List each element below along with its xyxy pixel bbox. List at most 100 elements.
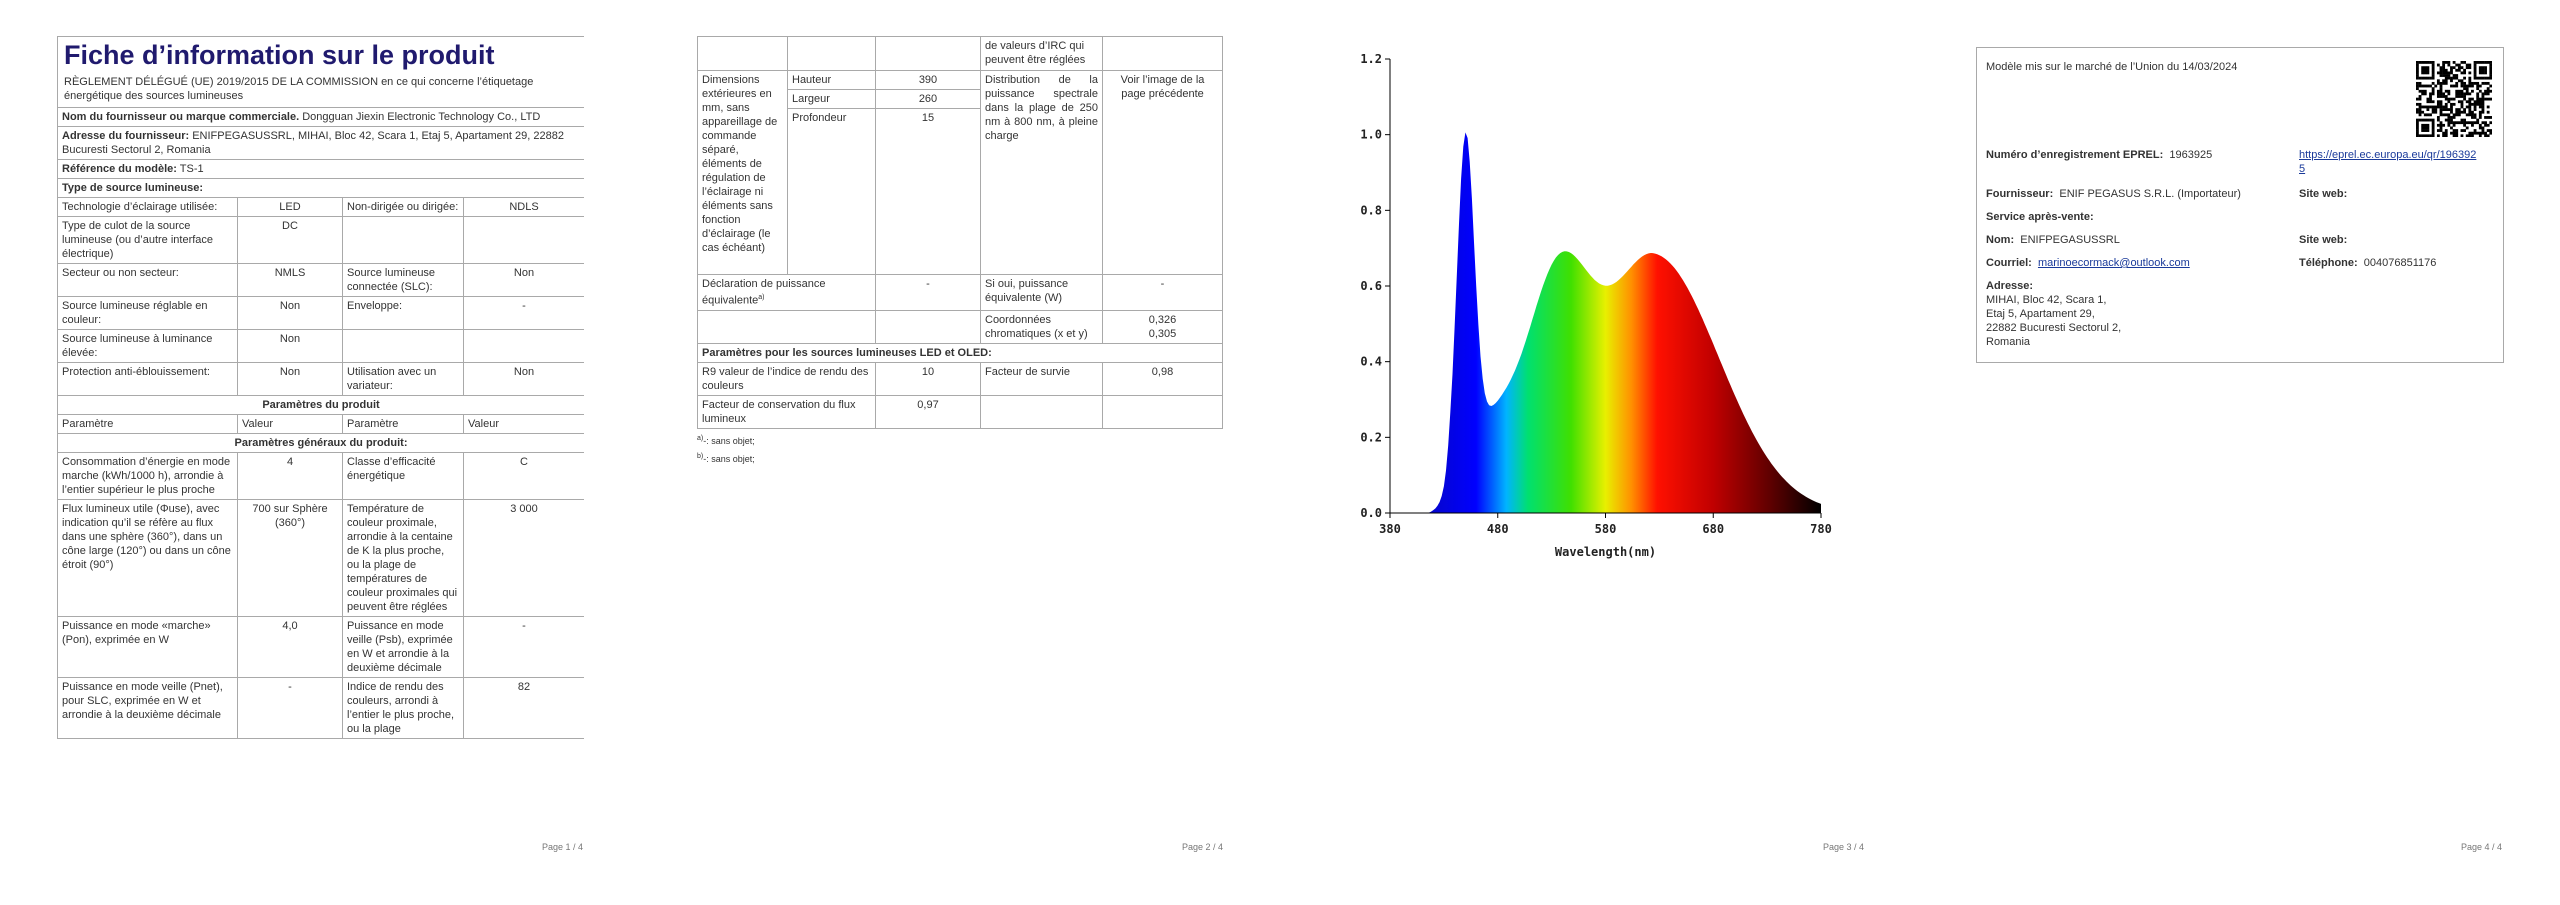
qr-module — [2418, 81, 2422, 85]
qr-module — [2473, 63, 2477, 67]
qr-module — [2444, 81, 2448, 85]
table-row: Protection anti-éblouissement: Non Utilisa… — [57, 362, 584, 396]
qr-module — [2460, 84, 2464, 88]
qr-module — [2452, 76, 2456, 80]
qr-module — [2444, 71, 2448, 75]
qr-module — [2468, 66, 2472, 70]
qr-module — [2439, 121, 2443, 125]
page-footer: Page 4 / 4 — [2460, 842, 2502, 852]
qr-module — [2465, 100, 2469, 104]
qr-module — [2489, 131, 2492, 135]
qr-module — [2426, 61, 2430, 64]
qr-module — [2486, 97, 2490, 101]
qr-module — [2416, 84, 2419, 88]
qr-module — [2444, 108, 2448, 111]
cell: - — [237, 677, 343, 739]
label: Téléphone: — [2299, 257, 2358, 269]
tr: Type de source lumineuse: — [57, 178, 584, 198]
x-tick-label: 680 — [1702, 522, 1724, 536]
qr-module — [2457, 92, 2461, 96]
y-tick-label: 0.6 — [1360, 279, 1382, 293]
qr-module — [2418, 97, 2422, 101]
qr-module — [2421, 123, 2425, 127]
qr-module — [2476, 87, 2480, 91]
qr-module — [2436, 118, 2440, 122]
qr-module — [2416, 102, 2419, 106]
cell: - — [463, 616, 584, 678]
qr-module — [2416, 68, 2419, 72]
qr-module — [2471, 89, 2474, 93]
qr-module — [2439, 113, 2443, 117]
qr-module — [2486, 134, 2490, 137]
eprel-link[interactable]: https://eprel.ec.europa.eu/qr/1963925 — [2299, 149, 2477, 175]
qr-module — [2468, 76, 2472, 80]
note-text: -: sans objet; — [703, 435, 755, 446]
qr-module — [2434, 84, 2438, 88]
qr-module — [2431, 76, 2435, 80]
qr-module — [2463, 129, 2466, 132]
qr-module — [2473, 121, 2477, 125]
heading: Type de source lumineuse: — [57, 178, 584, 198]
qr-module — [2450, 79, 2453, 83]
qr-module — [2434, 108, 2438, 111]
tbody: de valeurs d’IRC qui peuvent être réglée… — [697, 36, 1223, 429]
qr-module — [2447, 61, 2451, 64]
email-link[interactable]: marinoecormack@outlook.com — [2037, 257, 2190, 269]
tr: Profondeur 15 — [698, 108, 1223, 275]
qr-module — [2421, 89, 2425, 93]
qr-module — [2423, 84, 2427, 88]
note: b)-: sans objet; — [697, 449, 1222, 467]
qr-module — [2484, 61, 2487, 64]
value: 0,326 — [1148, 313, 1177, 326]
cell: NDLS — [463, 197, 584, 217]
qr-module — [2423, 118, 2427, 122]
qr-module — [2463, 92, 2466, 96]
qr-module — [2471, 110, 2474, 114]
qr-module — [2465, 89, 2469, 93]
qr-module — [2465, 87, 2469, 91]
label: Adresse du fournisseur: — [62, 130, 190, 142]
cell: 3 000 — [463, 499, 584, 617]
qr-module — [2452, 113, 2456, 117]
qr-module — [2489, 121, 2492, 125]
qr-module — [2444, 105, 2448, 109]
qr-module — [2468, 102, 2472, 106]
qr-module — [2478, 113, 2482, 117]
qr-module — [2439, 66, 2443, 70]
cell: Température de couleur proximale, arrond… — [342, 499, 464, 617]
qr-module — [2426, 68, 2430, 72]
qr-module — [2442, 81, 2446, 85]
qr-module — [2460, 129, 2464, 132]
tr: Dimensions extérieures en mm, sans appar… — [697, 70, 1223, 275]
qr-module — [2444, 113, 2448, 117]
qr-module — [2463, 95, 2466, 98]
qr-module — [2416, 121, 2419, 125]
spectrum-curve — [1390, 132, 1821, 513]
qr-module — [2471, 81, 2474, 85]
cell: Facteur de survie — [980, 361, 1103, 396]
qr-module — [2423, 123, 2427, 127]
qr-module — [2426, 84, 2430, 88]
y-tick-label: 1.2 — [1360, 52, 1382, 66]
y-tick-label: 1.0 — [1360, 128, 1382, 142]
qr-module — [2431, 105, 2435, 109]
tr: Paramètres pour les sources lumineuses L… — [697, 342, 1223, 363]
qr-module — [2476, 131, 2480, 135]
value: ENIFPEGASUSSRL, MIHAI, Bloc 42, Scara 1,… — [62, 130, 564, 156]
qr-module — [2473, 74, 2477, 77]
qr-module — [2455, 131, 2459, 135]
page-4-box: Modèle mis sur le marché de l’Union du 1… — [1976, 47, 2504, 363]
qr-module — [2478, 66, 2482, 70]
qr-module — [2460, 81, 2464, 85]
qr-module — [2416, 66, 2419, 70]
qr-module — [2429, 113, 2432, 117]
qr-module — [2431, 121, 2435, 125]
cell: Puissance en mode veille (Pnet), pour SL… — [57, 677, 238, 739]
value: TS-1 — [179, 163, 204, 175]
qr-module — [2452, 102, 2456, 106]
qr-module — [2416, 134, 2419, 137]
qr-module — [2481, 100, 2485, 104]
qr-module — [2460, 110, 2464, 114]
qr-module — [2489, 97, 2492, 101]
